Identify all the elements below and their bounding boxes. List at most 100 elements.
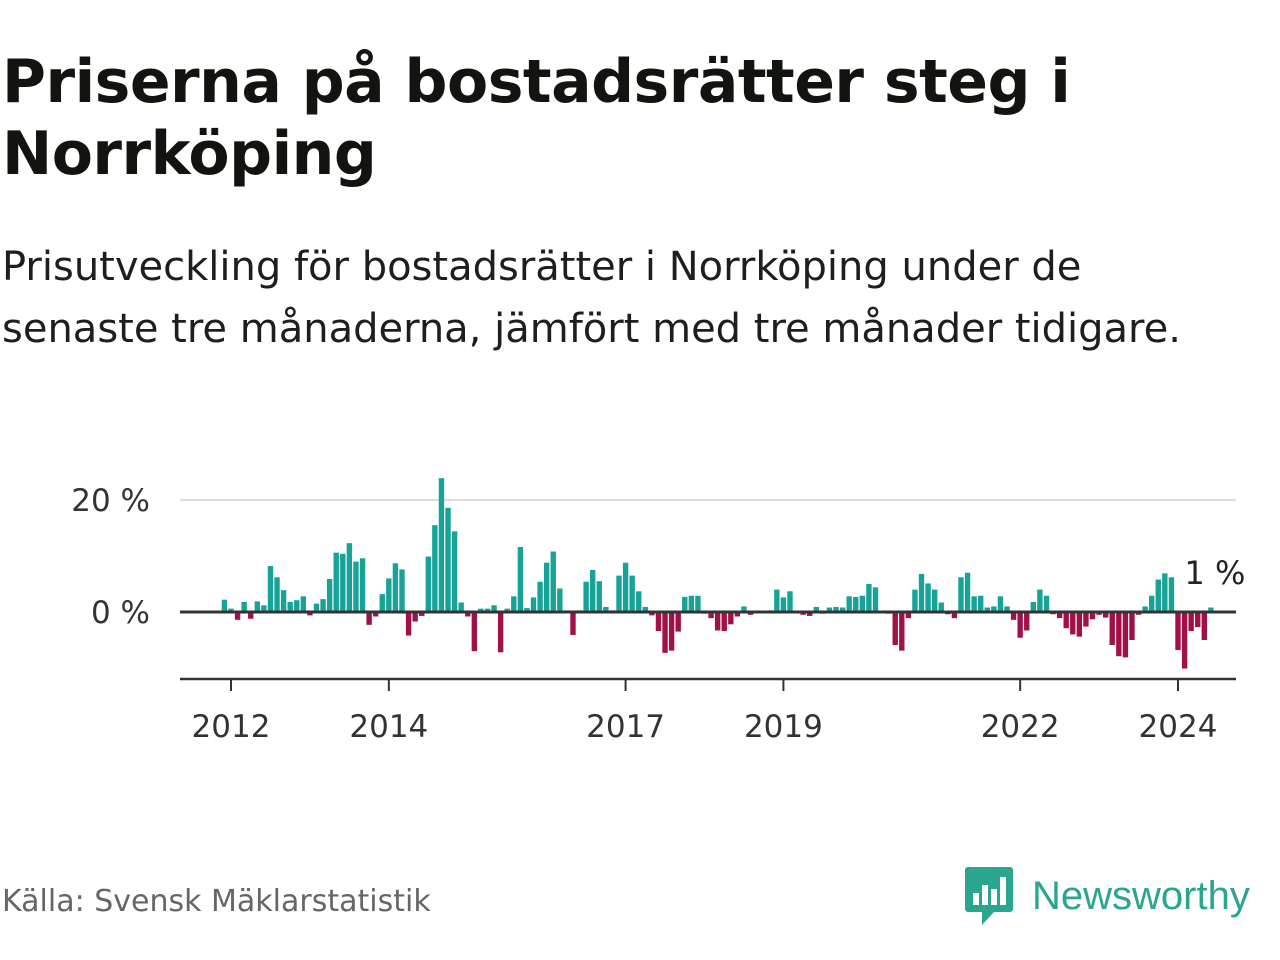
bar-layer [221, 478, 1214, 669]
bar [478, 608, 484, 612]
bar [386, 578, 392, 612]
bar [307, 612, 313, 616]
bar [991, 606, 997, 612]
bar [951, 612, 958, 619]
bar [1129, 612, 1135, 640]
x-tick-label: 2022 [981, 709, 1060, 745]
bar [261, 605, 267, 612]
bar [300, 596, 307, 612]
bar [1188, 612, 1194, 632]
bar [780, 597, 787, 612]
price-change-chart: 0 % 20 % 2012 2014 2017 2019 2022 2024 1 % [71, 478, 1245, 745]
bar [392, 563, 399, 612]
bar [1102, 612, 1109, 618]
bar [550, 551, 556, 612]
bar [1063, 612, 1069, 629]
bar [465, 612, 471, 617]
bar [629, 575, 635, 612]
bar [741, 606, 747, 612]
bar [530, 597, 537, 612]
bar [688, 595, 695, 612]
bar [1181, 612, 1188, 669]
bar [280, 590, 287, 612]
bar [839, 607, 846, 612]
bar [294, 600, 300, 612]
bar [603, 606, 609, 612]
bar [833, 606, 839, 612]
bar [649, 612, 655, 616]
bar [228, 608, 234, 612]
bar [905, 612, 912, 619]
bar [405, 612, 412, 636]
bar [432, 525, 438, 612]
bar [1043, 595, 1050, 612]
bar [497, 612, 504, 653]
bar [274, 577, 280, 612]
bar [346, 543, 353, 612]
axis-layer [180, 610, 1236, 691]
bar [524, 608, 530, 612]
bar [1122, 612, 1129, 658]
bar [813, 606, 819, 612]
bar [695, 595, 701, 612]
bar [221, 599, 228, 612]
bar [853, 596, 859, 612]
bar [517, 547, 524, 612]
bar [471, 612, 478, 652]
bar [1083, 612, 1089, 627]
bar [340, 553, 346, 612]
bar [1030, 601, 1037, 612]
bar [570, 612, 576, 635]
bar [1037, 589, 1043, 612]
bar [1017, 612, 1023, 638]
bar [899, 612, 905, 651]
y-tick-label: 0 % [91, 595, 150, 631]
bar [714, 612, 721, 631]
bar [866, 584, 872, 612]
bar [918, 573, 925, 612]
chart-subtitle: Prisutveckling för bostadsrätter i Norrk… [2, 244, 1181, 352]
brand-name: Newsworthy [1032, 873, 1250, 918]
bar [537, 581, 543, 612]
x-tick-label: 2014 [349, 709, 428, 745]
x-tick-label: 2012 [192, 709, 271, 745]
bar [997, 596, 1004, 612]
bar [622, 562, 629, 612]
bar [590, 570, 596, 612]
bar [872, 587, 879, 612]
bar [511, 596, 517, 612]
bar [451, 531, 458, 612]
bar [1162, 573, 1168, 612]
bar [971, 596, 977, 612]
bar [1004, 606, 1010, 612]
bar [642, 606, 649, 612]
bar [313, 603, 320, 612]
last-value-label: 1 % [1184, 554, 1245, 592]
bar [359, 558, 366, 612]
bar [241, 601, 247, 612]
bar [662, 612, 668, 653]
bar [859, 595, 866, 612]
label-layer: 0 % 20 % 2012 2014 2017 2019 2022 2024 1 % [71, 483, 1245, 745]
bar [583, 581, 589, 612]
bar [1142, 606, 1148, 612]
bar [912, 589, 918, 612]
bar [1208, 607, 1214, 612]
bar [1109, 612, 1115, 646]
chart-title: Priserna på bostadsrätter steg i Norrköp… [2, 47, 1071, 189]
bar [774, 589, 780, 612]
newsworthy-logo[interactable]: Newsworthy [964, 864, 1250, 928]
bar [412, 612, 418, 622]
bar [379, 594, 385, 612]
bar [978, 595, 984, 612]
bar [846, 596, 852, 612]
bar [1175, 612, 1181, 651]
bar [892, 612, 898, 646]
bar [636, 591, 642, 612]
bar [287, 601, 293, 612]
bar [938, 602, 944, 612]
bar [1155, 579, 1161, 612]
bar [1076, 612, 1083, 637]
x-tick-label: 2017 [586, 709, 665, 745]
bar [267, 566, 274, 612]
